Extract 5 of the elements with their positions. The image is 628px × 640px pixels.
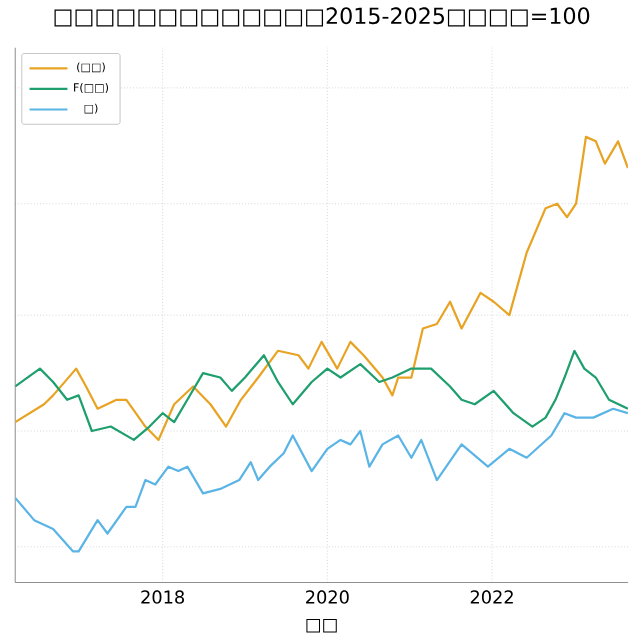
x-tick-label: 2020 xyxy=(305,590,349,604)
x-axis-title: □□ xyxy=(306,619,337,633)
chart-title: □□□□□□□□□□□□□2015-2025□□□□=100 xyxy=(54,7,590,27)
x-tick-label: 2018 xyxy=(141,590,184,604)
x-tick-label: 2022 xyxy=(470,590,513,604)
